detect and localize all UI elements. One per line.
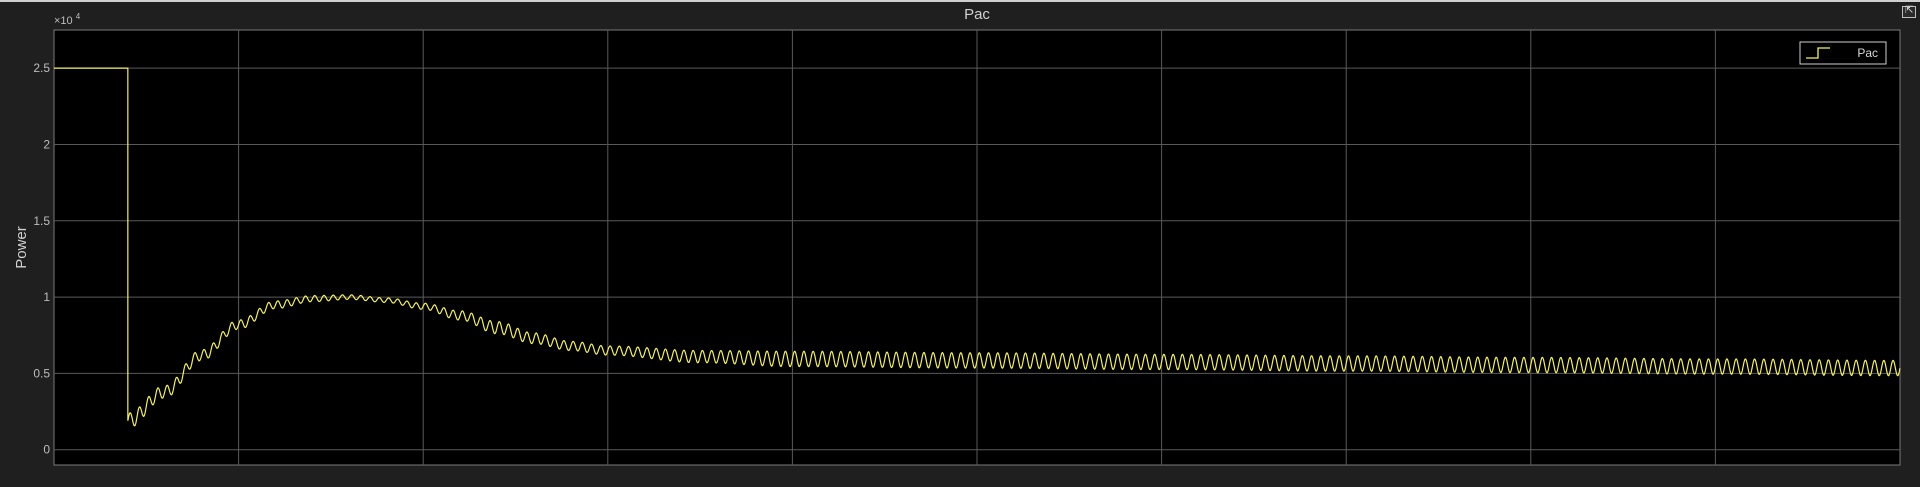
y-tick-label: 1.5 xyxy=(33,214,50,228)
y-axis-label: Power xyxy=(13,226,30,269)
y-exponent-base: ×10 xyxy=(54,15,73,27)
y-exponent-label: ×10 4 xyxy=(54,12,81,27)
series-layer xyxy=(54,67,1901,427)
y-tick-label: 1 xyxy=(43,290,50,304)
legend[interactable]: Pac xyxy=(1799,41,1887,65)
restore-button[interactable]: ⇱ xyxy=(1902,5,1916,18)
series-line-pac xyxy=(54,67,1901,427)
grid-lines xyxy=(54,30,1900,465)
y-tick-label: 2 xyxy=(43,137,50,151)
y-tick-label: 2.5 xyxy=(33,61,50,75)
y-tick-labels: 0 0.5 1 1.5 2 2.5 xyxy=(33,61,50,457)
y-exponent-power: 4 xyxy=(76,12,81,21)
y-tick-label: 0 xyxy=(43,443,50,457)
legend-line-icon xyxy=(1806,47,1830,59)
y-tick-label: 0.5 xyxy=(33,366,50,380)
restore-icon: ⇱ xyxy=(1905,5,1914,16)
chart-title: Pac xyxy=(964,6,990,23)
legend-entry-pac: Pac xyxy=(1857,46,1878,60)
